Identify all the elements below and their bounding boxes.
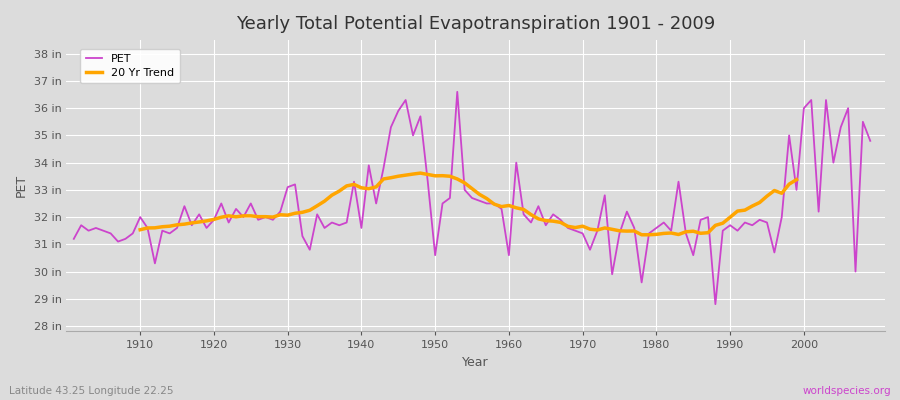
- PET: [710, 302, 721, 306]
- 20 Yr Trend: [135, 227, 146, 232]
- 20 Yr Trend: [791, 177, 802, 182]
- PET: [68, 236, 79, 241]
- Text: Latitude 43.25 Longitude 22.25: Latitude 43.25 Longitude 22.25: [9, 386, 174, 396]
- PET: [865, 138, 876, 143]
- 20 Yr Trend: [777, 191, 788, 196]
- PET: [503, 253, 514, 258]
- 20 Yr Trend: [636, 232, 647, 237]
- X-axis label: Year: Year: [463, 356, 489, 369]
- Title: Yearly Total Potential Evapotranspiration 1901 - 2009: Yearly Total Potential Evapotranspiratio…: [236, 15, 716, 33]
- PET: [511, 160, 522, 165]
- Legend: PET, 20 Yr Trend: PET, 20 Yr Trend: [80, 48, 180, 83]
- PET: [599, 193, 610, 198]
- PET: [290, 182, 301, 187]
- PET: [334, 223, 345, 228]
- 20 Yr Trend: [223, 214, 234, 218]
- 20 Yr Trend: [710, 223, 721, 228]
- Text: worldspecies.org: worldspecies.org: [803, 386, 891, 396]
- Line: 20 Yr Trend: 20 Yr Trend: [140, 173, 796, 235]
- 20 Yr Trend: [334, 189, 345, 194]
- 20 Yr Trend: [415, 171, 426, 176]
- 20 Yr Trend: [599, 226, 610, 230]
- 20 Yr Trend: [695, 231, 706, 236]
- Line: PET: PET: [74, 92, 870, 304]
- PET: [128, 231, 139, 236]
- Y-axis label: PET: PET: [15, 174, 28, 197]
- PET: [452, 90, 463, 94]
